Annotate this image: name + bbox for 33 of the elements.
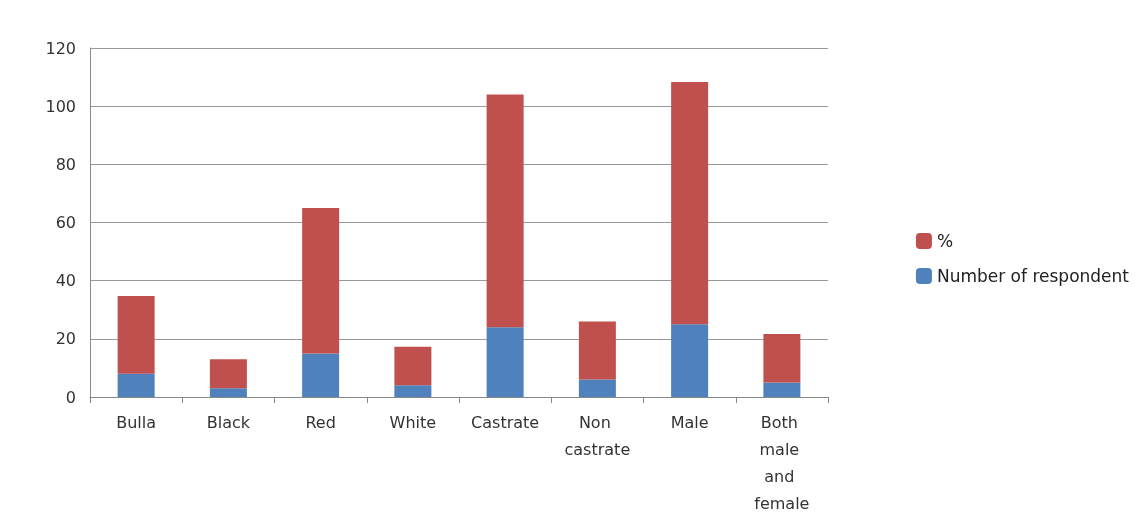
bar xyxy=(578,379,616,397)
x-tick-label: Non castrate xyxy=(564,413,631,459)
x-tick-label: Male xyxy=(670,413,709,432)
bar xyxy=(117,373,155,397)
y-tick-label: 120 xyxy=(45,38,76,58)
bar xyxy=(671,82,709,325)
y-tick-label: 100 xyxy=(45,96,76,116)
bar xyxy=(394,385,432,397)
bar xyxy=(117,296,155,374)
y-tick-label: 0 xyxy=(65,387,76,407)
bar xyxy=(209,359,247,389)
x-tick-label: Castrate xyxy=(471,413,540,432)
bar xyxy=(486,94,524,328)
bar xyxy=(302,207,340,354)
x-tick-label: Black xyxy=(206,413,251,432)
y-tick-label: 40 xyxy=(55,271,76,291)
bar xyxy=(486,327,524,397)
bar xyxy=(671,324,709,397)
x-tick-label: White xyxy=(389,413,437,432)
y-tick-label: 60 xyxy=(55,213,76,232)
bar xyxy=(209,388,247,397)
bar xyxy=(578,321,616,380)
x-tick-label: Bulla xyxy=(116,413,157,432)
y-tick-label: 20 xyxy=(55,329,76,349)
y-tick-label: 80 xyxy=(55,154,76,174)
bar xyxy=(763,382,801,397)
x-tick-label: Red xyxy=(305,413,336,432)
bar xyxy=(394,346,432,386)
bar xyxy=(763,333,801,383)
x-tick-label: Both male and female xyxy=(754,413,810,513)
legend-label: Number of respondent xyxy=(936,266,1130,286)
legend-label: % xyxy=(936,231,954,251)
bar xyxy=(302,353,340,397)
